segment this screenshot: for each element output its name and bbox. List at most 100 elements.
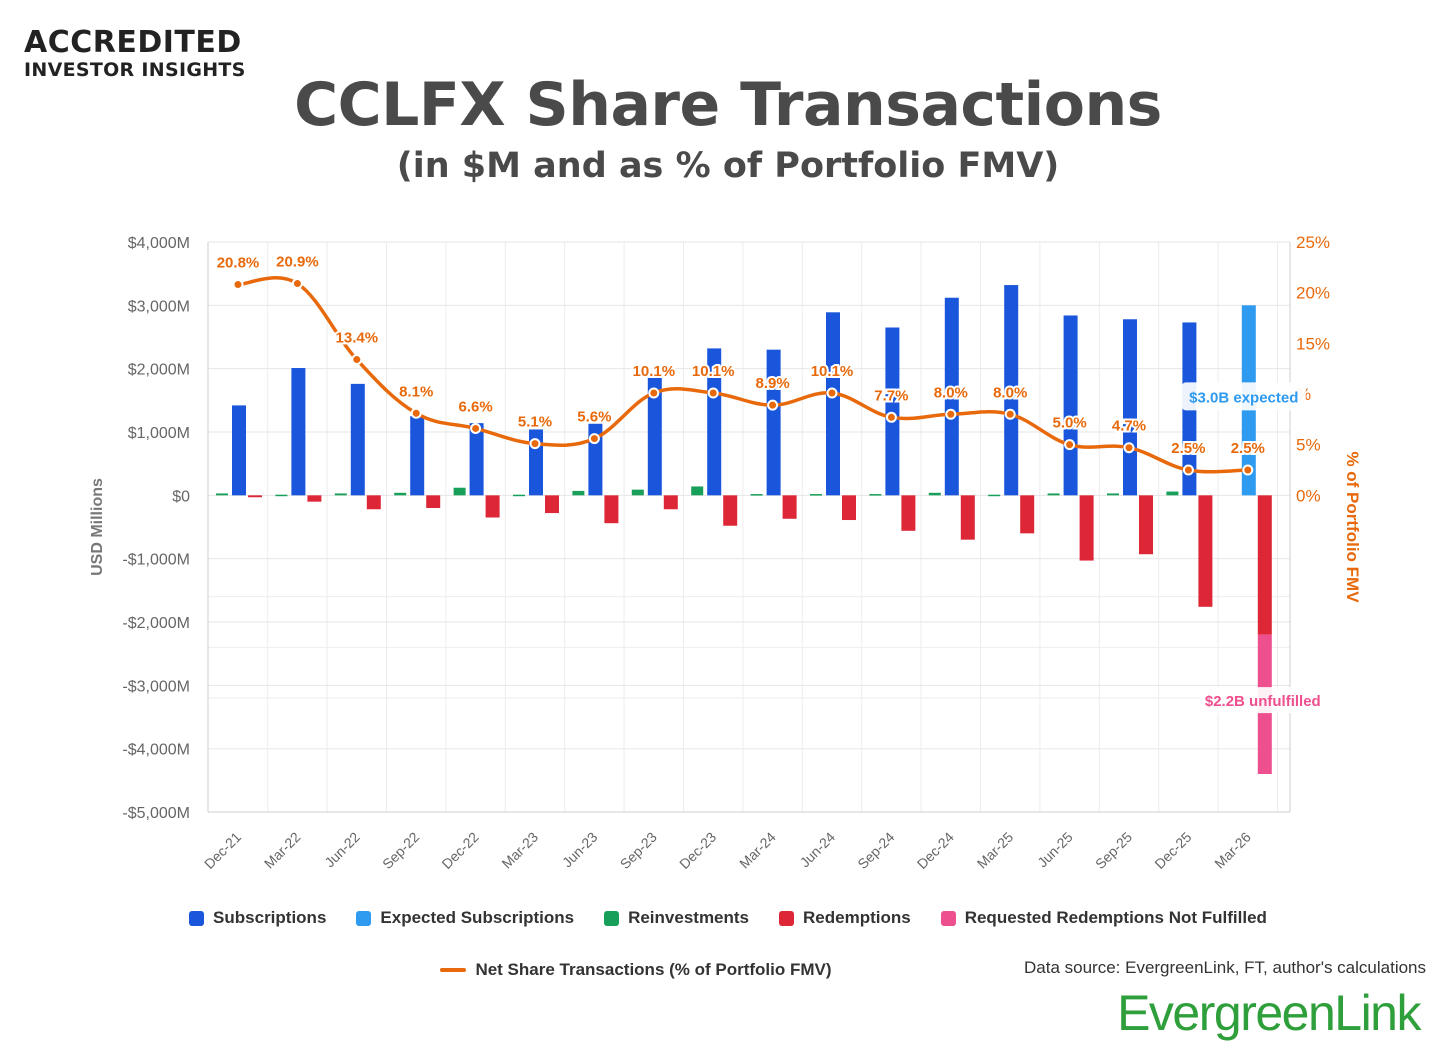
chart-subtitle: (in $M and as % of Portfolio FMV) — [396, 146, 1060, 186]
x-tick-label: Sep-23 — [617, 829, 660, 872]
redemptions-bar — [604, 495, 619, 524]
net-line-point — [767, 399, 779, 411]
legend-label: Subscriptions — [213, 908, 327, 927]
net-line-data-label: 8.0% — [993, 384, 1027, 401]
redemptions-bar — [842, 495, 856, 521]
chart-svg: $4,000M $3,000M $2,000M $1,000M $0 -$1,000M -$… — [89, 233, 1362, 872]
legend-item-subscriptions[interactable]: Subscriptions — [189, 908, 326, 928]
y2-axis-title: % of Portfolio FMV — [1343, 451, 1362, 603]
legend-label: Reinvestments — [628, 908, 750, 927]
net-line-data-label: 8.1% — [399, 383, 433, 400]
redemptions-bar — [901, 495, 916, 531]
redemptions-bar — [782, 495, 797, 519]
legend-row-2: Net Share Transactions (% of Portfolio F… — [0, 960, 1364, 980]
y2-tick-label: 20% — [1296, 284, 1330, 303]
redemptions-bar — [426, 495, 441, 508]
redemptions-bar — [307, 495, 322, 502]
legend-swatch — [189, 910, 205, 926]
subscriptions-bar — [1063, 315, 1078, 496]
brand-line-2: INVESTOR INSIGHTS — [24, 59, 246, 81]
legend-item-net-line[interactable]: Net Share Transactions (% of Portfolio F… — [440, 960, 832, 980]
y-tick-label: $0 — [172, 488, 190, 505]
y2-tick-label: 5% — [1296, 436, 1321, 455]
expected-annotation: $3.0B expected — [1189, 389, 1298, 406]
legend-label: Net Share Transactions (% of Portfolio F… — [475, 960, 832, 979]
reinvestments-bar — [928, 492, 941, 496]
x-tick-label: Mar-23 — [498, 829, 541, 872]
redemptions-bar — [723, 495, 738, 526]
redemptions-bar — [1257, 495, 1272, 635]
redemptions-bar — [545, 495, 559, 514]
legend-row-1: Subscriptions Expected Subscriptions Reinv… — [0, 908, 1456, 928]
net-line-point — [1123, 442, 1135, 454]
net-line-point — [529, 438, 541, 450]
net-line-point — [1004, 408, 1016, 420]
net-line-point — [410, 407, 422, 419]
net-line-point — [470, 422, 482, 434]
x-tick-label: Dec-22 — [438, 829, 481, 872]
subscriptions-bar — [647, 377, 662, 496]
y-tick-label: -$1,000M — [122, 552, 190, 569]
reinvestments-bar — [631, 489, 644, 496]
net-line-data-label: 5.0% — [1052, 415, 1086, 432]
net-line-point — [351, 354, 363, 366]
net-line-point — [707, 387, 719, 399]
y-tick-label: -$4,000M — [122, 742, 190, 759]
subscriptions-bar — [826, 312, 840, 496]
subscriptions-bar — [1004, 285, 1019, 496]
net-line-data-label: 5.6% — [577, 409, 611, 426]
legend-swatch — [779, 910, 795, 926]
unfulfilled-annotation-bg — [1199, 687, 1326, 714]
subscriptions-bar — [410, 416, 425, 496]
subscriptions-bar — [1123, 319, 1137, 496]
brand-line-1: ACCREDITED — [24, 25, 242, 60]
net-line-point — [826, 387, 838, 399]
net-line-data-label: 7.7% — [874, 387, 908, 404]
x-tick-label: Sep-24 — [854, 829, 897, 872]
reinvestments-bar — [394, 492, 407, 496]
y-tick-label: $3,000M — [128, 298, 190, 315]
legend-swatch — [940, 910, 956, 926]
evergreenlink-logo: EvergreenLink — [1117, 985, 1421, 1041]
x-tick-label: Jun-23 — [559, 829, 601, 871]
x-tick-label: Dec-25 — [1151, 829, 1194, 872]
reinvestments-bar — [1166, 491, 1179, 496]
legend-item-redemptions[interactable]: Redemptions — [779, 908, 911, 928]
net-line-point — [1064, 439, 1076, 451]
reinvestments-bar — [275, 494, 288, 497]
reinvestments-bar — [1107, 493, 1119, 496]
reinvestments-bar — [750, 494, 763, 496]
net-line-data-label: 20.8% — [217, 255, 260, 272]
subscriptions-bar — [885, 327, 900, 496]
net-line-point — [1182, 464, 1194, 476]
x-tick-label: Dec-24 — [914, 829, 957, 872]
subscriptions-bar — [707, 348, 722, 496]
net-line-point — [885, 411, 897, 423]
y-tick-label: $2,000M — [128, 362, 190, 379]
legend-label: Redemptions — [803, 908, 911, 927]
legend-swatch — [356, 910, 372, 926]
y2-tick-label: 15% — [1296, 334, 1330, 353]
legend-item-requested-not-fulfilled[interactable]: Requested Redemptions Not Fulfilled — [940, 908, 1267, 928]
subscriptions-bar — [469, 423, 484, 496]
reinvestments-bar — [453, 487, 466, 496]
legend-item-reinvestments[interactable]: Reinvestments — [604, 908, 749, 928]
net-line-point — [1242, 464, 1254, 476]
chart-title: CCLFX Share Transactions — [294, 70, 1162, 140]
net-line-point — [588, 433, 600, 445]
x-tick-label: Jun-22 — [321, 829, 363, 871]
y-tick-label: -$5,000M — [122, 805, 190, 822]
legend-label: Requested Redemptions Not Fulfilled — [964, 908, 1267, 927]
x-tick-label: Sep-25 — [1092, 829, 1135, 872]
net-line-data-label: 8.0% — [934, 384, 968, 401]
redemptions-bar — [366, 495, 381, 510]
reinvestments-bar — [810, 494, 822, 496]
net-line-point — [648, 387, 660, 399]
legend-item-expected-subscriptions[interactable]: Expected Subscriptions — [356, 908, 574, 928]
net-line-data-label: 2.5% — [1171, 440, 1205, 457]
reinvestments-bar — [216, 493, 228, 496]
reinvestments-bar — [513, 494, 525, 497]
legend-swatch — [604, 910, 620, 926]
y-tick-label: $4,000M — [128, 235, 190, 252]
subscriptions-bar — [350, 383, 365, 496]
